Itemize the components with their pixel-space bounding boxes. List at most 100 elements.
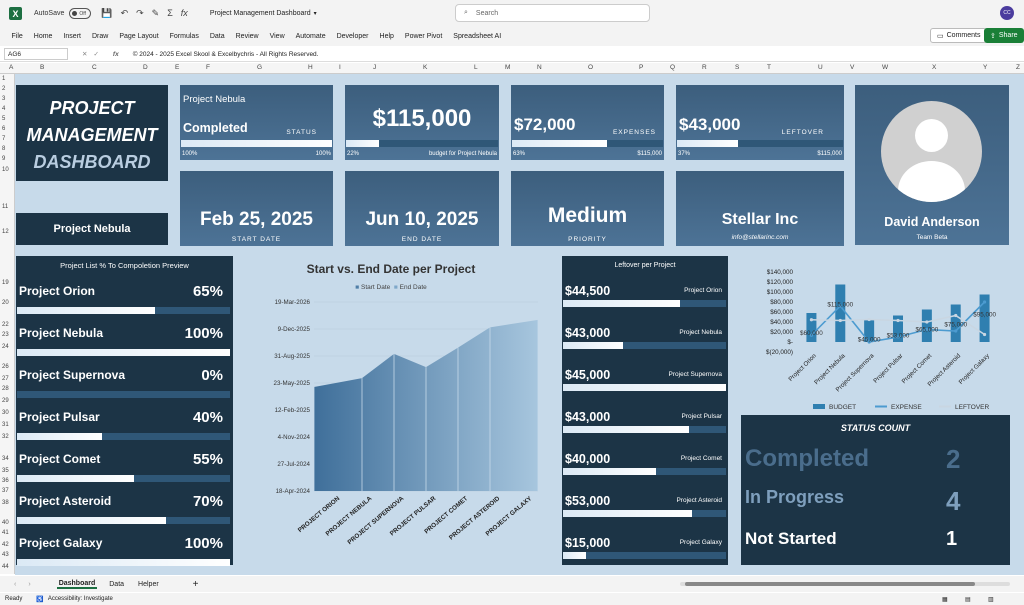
row-header[interactable]: 31 [2,422,9,428]
column-header[interactable]: Y [983,64,988,71]
undo-icon[interactable]: ↶ [120,8,129,18]
redo-icon[interactable]: ↷ [136,8,144,18]
list-item[interactable]: $43,000 Project Pulsar [562,402,728,444]
row-header[interactable]: 2 [2,86,6,92]
insert-function-icon[interactable]: fx [112,50,119,58]
column-header[interactable]: W [882,64,889,71]
ribbon-tab-data[interactable]: Data [209,33,225,40]
column-header[interactable]: Q [670,64,676,71]
row-header[interactable]: 22 [2,322,9,328]
column-header[interactable]: M [505,64,511,71]
column-header[interactable]: C [92,64,97,71]
ribbon-tab-power-pivot[interactable]: Power Pivot [404,33,443,40]
row-header[interactable]: 19 [2,280,9,286]
ribbon-tab-developer[interactable]: Developer [336,33,369,40]
column-header[interactable]: G [257,64,263,71]
row-header[interactable]: 35 [2,468,9,474]
horizontal-scrollbar[interactable] [680,582,1010,586]
list-item[interactable]: Project Comet 55% [16,444,233,486]
column-header[interactable]: O [588,64,594,71]
autosum-icon[interactable]: Σ [167,8,173,18]
formula-content[interactable]: © 2024 - 2025 Excel Skool & Excelbychris… [132,50,319,58]
column-header[interactable]: I [339,64,341,71]
ribbon-tab-automate[interactable]: Automate [295,33,326,40]
list-item[interactable]: Project Galaxy 100% [16,528,233,570]
column-header[interactable]: U [818,64,823,71]
accessibility-status[interactable]: Accessibility: Investigate [47,596,113,602]
ribbon-tab-home[interactable]: Home [33,33,53,40]
comments-button[interactable]: ▭ Comments [930,28,988,43]
tab-dashboard[interactable]: Dashboard [56,579,98,589]
function-icon[interactable]: fx [180,8,188,18]
project-selector[interactable]: Project Nebula [16,213,168,245]
row-header[interactable]: 7 [2,136,6,142]
ribbon-tab-draw[interactable]: Draw [91,33,109,40]
page-break-icon[interactable]: ▥ [988,596,994,603]
chevron-down-icon[interactable]: ▾ [313,11,317,17]
autosave-toggle[interactable]: Off [69,8,92,19]
row-header[interactable]: 29 [2,398,9,404]
row-header[interactable]: 37 [2,488,9,494]
column-header[interactable]: X [932,64,937,71]
column-header[interactable]: B [40,64,45,71]
tab-helper[interactable]: Helper [138,580,159,588]
row-header[interactable]: 3 [2,96,6,102]
list-item[interactable]: Project Nebula 100% [16,318,233,360]
list-item[interactable]: $15,000 Project Galaxy [562,528,728,570]
row-header[interactable]: 24 [2,344,9,350]
row-header[interactable]: 8 [2,146,6,152]
user-avatar[interactable]: CC [1000,6,1014,20]
row-header[interactable]: 44 [2,564,9,570]
prev-sheet-icon[interactable]: ‹ [14,580,17,588]
row-header[interactable]: 40 [2,520,9,526]
column-header[interactable]: Z [1016,64,1020,71]
row-header[interactable]: 32 [2,434,9,440]
save-icon[interactable]: 💾 [101,8,113,18]
row-header[interactable]: 36 [2,478,9,484]
row-header[interactable]: 41 [2,530,9,536]
row-header[interactable]: 26 [2,364,9,370]
column-header[interactable]: T [767,64,771,71]
column-header[interactable]: N [537,64,542,71]
row-header[interactable]: 38 [2,500,9,506]
column-header[interactable]: V [850,64,855,71]
column-header[interactable]: J [373,64,377,71]
list-item[interactable]: Project Supernova 0% [16,360,233,402]
list-item[interactable]: $40,000 Project Comet [562,444,728,486]
column-header[interactable]: F [206,64,210,71]
ribbon-tab-spreadsheet-ai[interactable]: Spreadsheet AI [453,33,502,40]
row-header[interactable]: 10 [2,167,9,173]
add-sheet-icon[interactable]: + [192,578,199,590]
confirm-icon[interactable]: ✓ [93,51,99,58]
ribbon-tab-page-layout[interactable]: Page Layout [119,33,159,40]
list-item[interactable]: $53,000 Project Asteroid [562,486,728,528]
name-box[interactable]: AG6 [4,48,68,60]
ribbon-tab-review[interactable]: Review [235,33,259,40]
row-header[interactable]: 20 [2,300,9,306]
row-header[interactable]: 6 [2,126,6,132]
column-header[interactable]: L [474,64,478,71]
row-header[interactable]: 23 [2,332,9,338]
column-header[interactable]: S [735,64,740,71]
column-header[interactable]: E [175,64,180,71]
column-header[interactable]: P [639,64,644,71]
list-item[interactable]: Project Asteroid 70% [16,486,233,528]
row-header[interactable]: 34 [2,456,9,462]
row-header[interactable]: 12 [2,229,9,235]
list-item[interactable]: Project Orion 65% [16,276,233,318]
format-painter-icon[interactable]: ✎ [151,8,160,18]
search-box[interactable]: ⌕ Search [455,4,650,22]
row-header[interactable]: 5 [2,116,6,122]
list-item[interactable]: Project Pulsar 40% [16,402,233,444]
row-header[interactable]: 28 [2,386,9,392]
row-header[interactable]: 4 [2,106,6,112]
list-item[interactable]: $43,000 Project Nebula [562,318,728,360]
list-item[interactable]: $44,500 Project Orion [562,276,728,318]
row-header[interactable]: 11 [2,204,9,210]
share-button[interactable]: ⇪ Share [984,28,1024,43]
tab-data[interactable]: Data [109,580,125,588]
row-header[interactable]: 1 [2,76,6,82]
column-header[interactable]: D [143,64,148,71]
row-header[interactable]: 42 [2,542,9,548]
page-layout-icon[interactable]: ▤ [965,596,971,603]
